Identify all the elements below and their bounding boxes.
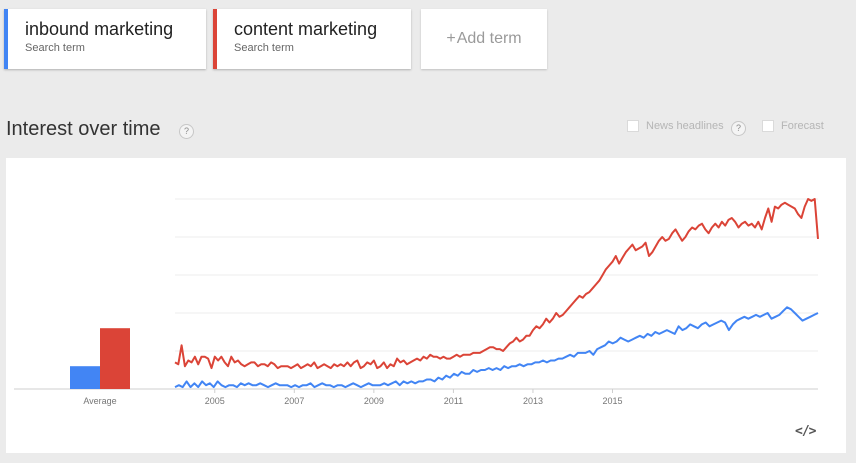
forecast-label: Forecast [781,120,824,132]
news-help-icon[interactable]: ? [731,121,746,136]
chart-svg: Average 2005 2007 2009 2011 2013 2015 [14,198,819,406]
help-icon[interactable]: ? [179,124,194,139]
embed-code-icon[interactable]: </> [795,424,817,439]
add-term-button[interactable]: + Add term [421,9,547,69]
forecast-toggle[interactable]: Forecast [762,120,824,132]
term-sublabel: Search term [234,42,294,54]
x-tick-label: 2009 [364,396,384,406]
x-tick-label: 2011 [444,396,463,406]
plus-icon: + [446,30,456,47]
news-headlines-label: News headlines [646,120,724,132]
term-name: content marketing [234,19,378,39]
news-headlines-toggle[interactable]: News headlines [627,120,724,132]
x-tick-label: 2005 [205,396,225,406]
search-term-card-1[interactable]: inbound marketing Search term [4,9,206,69]
section-title: Interest over time [6,118,161,140]
x-tick-label: 2013 [523,396,543,406]
term-name: inbound marketing [25,19,174,39]
average-label: Average [83,396,116,406]
forecast-checkbox[interactable] [762,120,774,132]
series-line-1 [174,306,819,389]
term-sublabel: Search term [25,42,85,54]
series-line-2 [174,198,819,370]
search-term-card-2[interactable]: content marketing Search term [213,9,411,69]
x-tick-label: 2015 [602,396,622,406]
average-bar-2 [100,328,130,389]
average-bar-1 [70,366,100,389]
news-headlines-checkbox[interactable] [627,120,639,132]
x-tick-label: 2007 [284,396,304,406]
add-term-label: Add term [456,30,522,47]
interest-over-time-chart: Average 2005 2007 2009 2011 2013 2015 [6,158,846,453]
